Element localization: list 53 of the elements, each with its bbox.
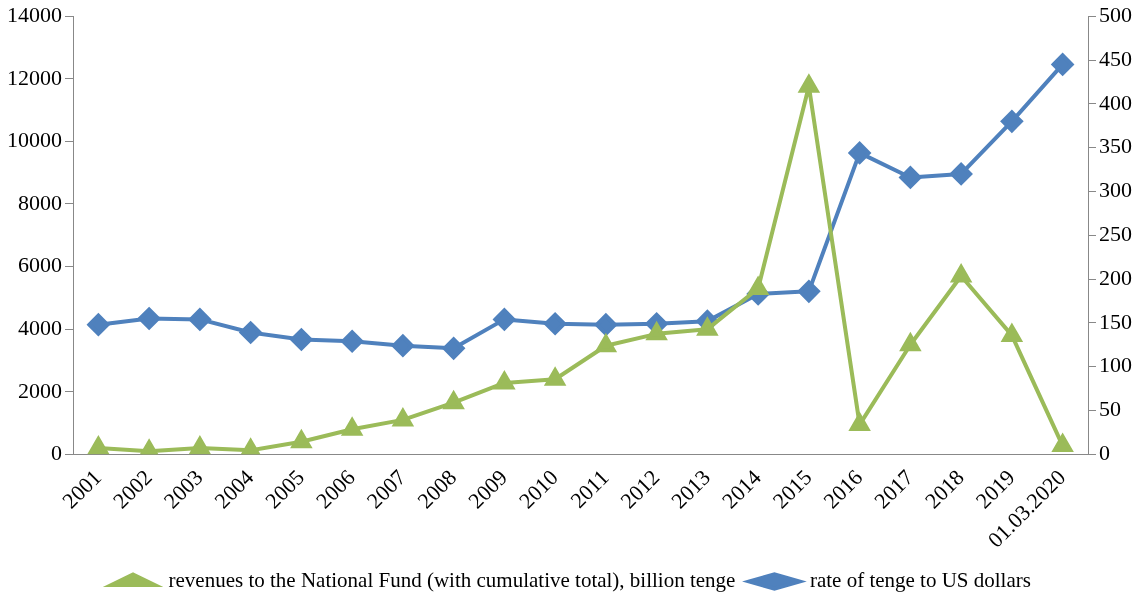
legend-label: rate of tenge to US dollars (809, 568, 1031, 593)
point (342, 418, 362, 436)
point (190, 437, 210, 455)
point (594, 313, 617, 336)
y-tick-label: 12000 (7, 64, 62, 90)
point (545, 368, 565, 386)
point (138, 307, 161, 330)
point (799, 75, 819, 93)
y2-tick-label: 0 (1099, 440, 1110, 466)
point (797, 280, 820, 303)
point (393, 408, 413, 427)
y2-tick-label: 450 (1099, 45, 1132, 71)
point (341, 330, 364, 353)
point (493, 308, 516, 331)
legend-label: revenues to the National Fund (with cumulative total), billion tenge (168, 568, 736, 593)
y2-tick-label: 250 (1099, 221, 1132, 247)
y2-tick-label: 100 (1099, 352, 1132, 378)
y-tick-label: 8000 (18, 189, 62, 215)
y-tick-label: 2000 (18, 377, 62, 403)
point (494, 371, 515, 390)
y2-tick-label: 50 (1099, 396, 1121, 422)
y2-tick-label: 500 (1099, 1, 1132, 27)
y2-tick-label: 350 (1099, 133, 1132, 159)
point (188, 308, 211, 331)
point (950, 162, 973, 185)
point (899, 166, 922, 189)
point (596, 334, 616, 353)
y-tick-label: 4000 (18, 314, 62, 340)
point (748, 277, 768, 295)
point (1002, 324, 1022, 342)
point (87, 313, 110, 336)
point (951, 264, 971, 283)
point (442, 337, 465, 360)
point (1051, 53, 1074, 76)
point (239, 321, 262, 344)
point (391, 334, 414, 357)
point (290, 328, 313, 351)
y-tick-label: 6000 (18, 252, 62, 278)
y2-tick-label: 200 (1099, 264, 1132, 290)
y2-tick-label: 400 (1099, 89, 1132, 115)
point (1000, 110, 1023, 133)
point (139, 440, 159, 455)
point (848, 141, 871, 164)
y-tick-label: 10000 (7, 127, 62, 153)
y-tick-label: 14000 (7, 1, 62, 27)
point (240, 439, 261, 455)
point (88, 437, 109, 455)
y-tick-label: 0 (51, 440, 62, 466)
point (697, 318, 718, 336)
y2-tick-label: 300 (1099, 177, 1132, 203)
point (646, 322, 667, 341)
y2-tick-label: 150 (1099, 308, 1132, 334)
point (544, 312, 567, 335)
